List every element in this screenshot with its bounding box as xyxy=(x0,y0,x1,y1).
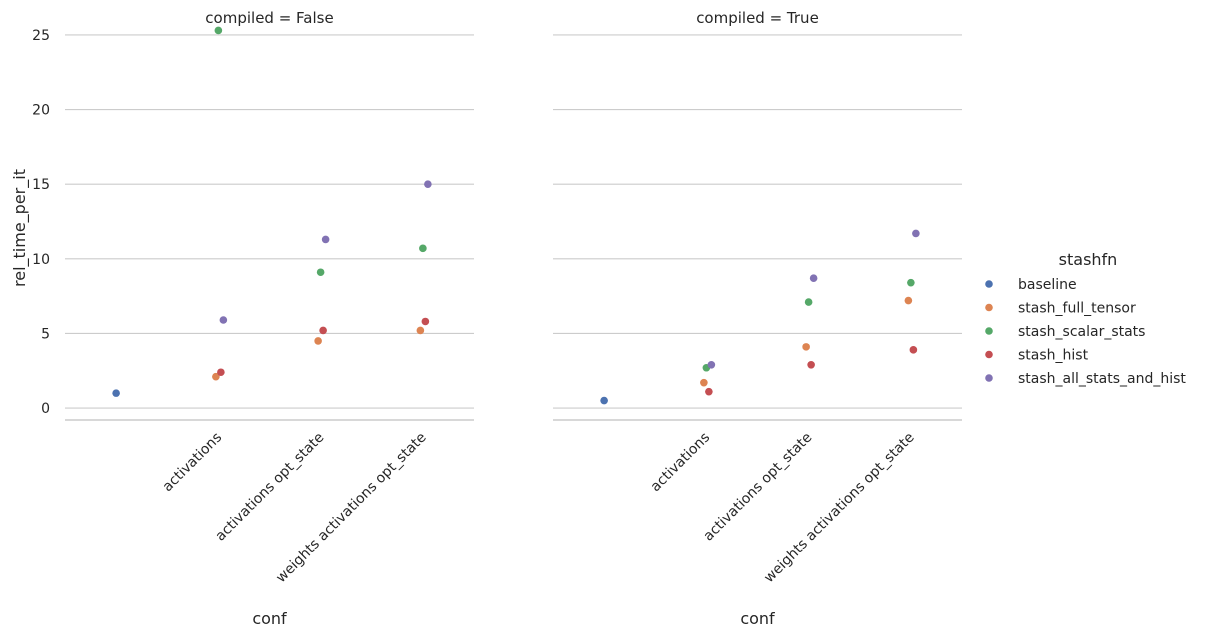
legend-marker-stash-full-tensor xyxy=(985,303,993,312)
legend-marker-baseline xyxy=(985,280,993,288)
legend-title: stashfn xyxy=(1059,250,1118,269)
point-stash-all-stats-and-hist-weights-activations-opt-state xyxy=(424,180,432,188)
point-stash-full-tensor-activations xyxy=(700,378,708,387)
panel-compiled-false: 0 5 10 15 20 25 compiled = False activationsact… xyxy=(32,9,474,628)
point-stash-full-tensor-activations-opt-state xyxy=(802,343,810,351)
point-stash-scalar-stats-weights-activations-opt-state xyxy=(419,244,427,253)
point-stash-hist-activations xyxy=(217,368,225,377)
point-stash-full-tensor-weights-activations-opt-state xyxy=(416,326,425,335)
point-stash-hist-weights-activations-opt-state xyxy=(421,317,430,326)
y-tick-label: 10 xyxy=(32,252,50,268)
x-tick-label: activations opt_state xyxy=(213,430,328,545)
legend-item-label: stash_full_tensor xyxy=(1018,301,1136,317)
point-stash-all-stats-and-hist-activations xyxy=(707,360,716,369)
point-stash-all-stats-and-hist-activations-opt-state xyxy=(321,235,330,244)
point-stash-scalar-stats-activations-opt-state xyxy=(316,268,325,277)
point-baseline-none xyxy=(600,396,608,405)
x-axis-label: conf xyxy=(740,609,775,628)
panel-title: compiled = False xyxy=(205,9,333,27)
point-stash-scalar-stats-activations xyxy=(214,26,223,35)
point-stash-full-tensor-weights-activations-opt-state xyxy=(904,296,913,305)
y-tick-label: 25 xyxy=(32,28,50,44)
point-stash-all-stats-and-hist-weights-activations-opt-state xyxy=(912,229,920,238)
point-stash-hist-activations-opt-state xyxy=(807,360,815,369)
legend-item-label: stash_scalar_stats xyxy=(1018,324,1145,340)
y-axis-label: rel_time_per_it xyxy=(10,169,30,287)
x-tick-label: activations xyxy=(648,430,714,496)
legend-item-label: stash_all_stats_and_hist xyxy=(1018,371,1186,387)
legend-marker-stash-all-stats-and-hist xyxy=(985,374,993,382)
y-tick-label: 20 xyxy=(32,103,50,119)
point-baseline-none xyxy=(112,389,120,397)
legend-item-label: baseline xyxy=(1018,277,1077,293)
y-tick-label: 15 xyxy=(32,177,50,193)
point-stash-full-tensor-activations-opt-state xyxy=(314,337,322,345)
y-tick-label: 5 xyxy=(41,326,50,342)
legend-item-label: stash_hist xyxy=(1018,348,1089,364)
legend-marker-stash-hist xyxy=(985,350,993,359)
legend: stashfn baseline stash_full_tensor stash_s… xyxy=(985,250,1186,387)
x-axis-label: conf xyxy=(252,609,287,628)
legend-marker-stash-scalar-stats xyxy=(985,327,993,335)
y-tick-label: 0 xyxy=(41,401,50,417)
point-stash-scalar-stats-weights-activations-opt-state xyxy=(907,278,915,287)
point-stash-full-tensor-activations xyxy=(212,372,220,381)
point-stash-hist-weights-activations-opt-state xyxy=(909,346,918,354)
point-stash-hist-activations-opt-state xyxy=(319,326,327,335)
point-stash-scalar-stats-activations-opt-state xyxy=(804,298,813,306)
point-stash-all-stats-and-hist-activations xyxy=(219,316,228,324)
point-stash-all-stats-and-hist-activations-opt-state xyxy=(809,274,818,283)
x-tick-label: activations opt_state xyxy=(701,430,816,545)
panel-title: compiled = True xyxy=(696,9,819,27)
x-tick-label: activations xyxy=(160,430,226,496)
point-stash-hist-activations xyxy=(705,387,713,396)
